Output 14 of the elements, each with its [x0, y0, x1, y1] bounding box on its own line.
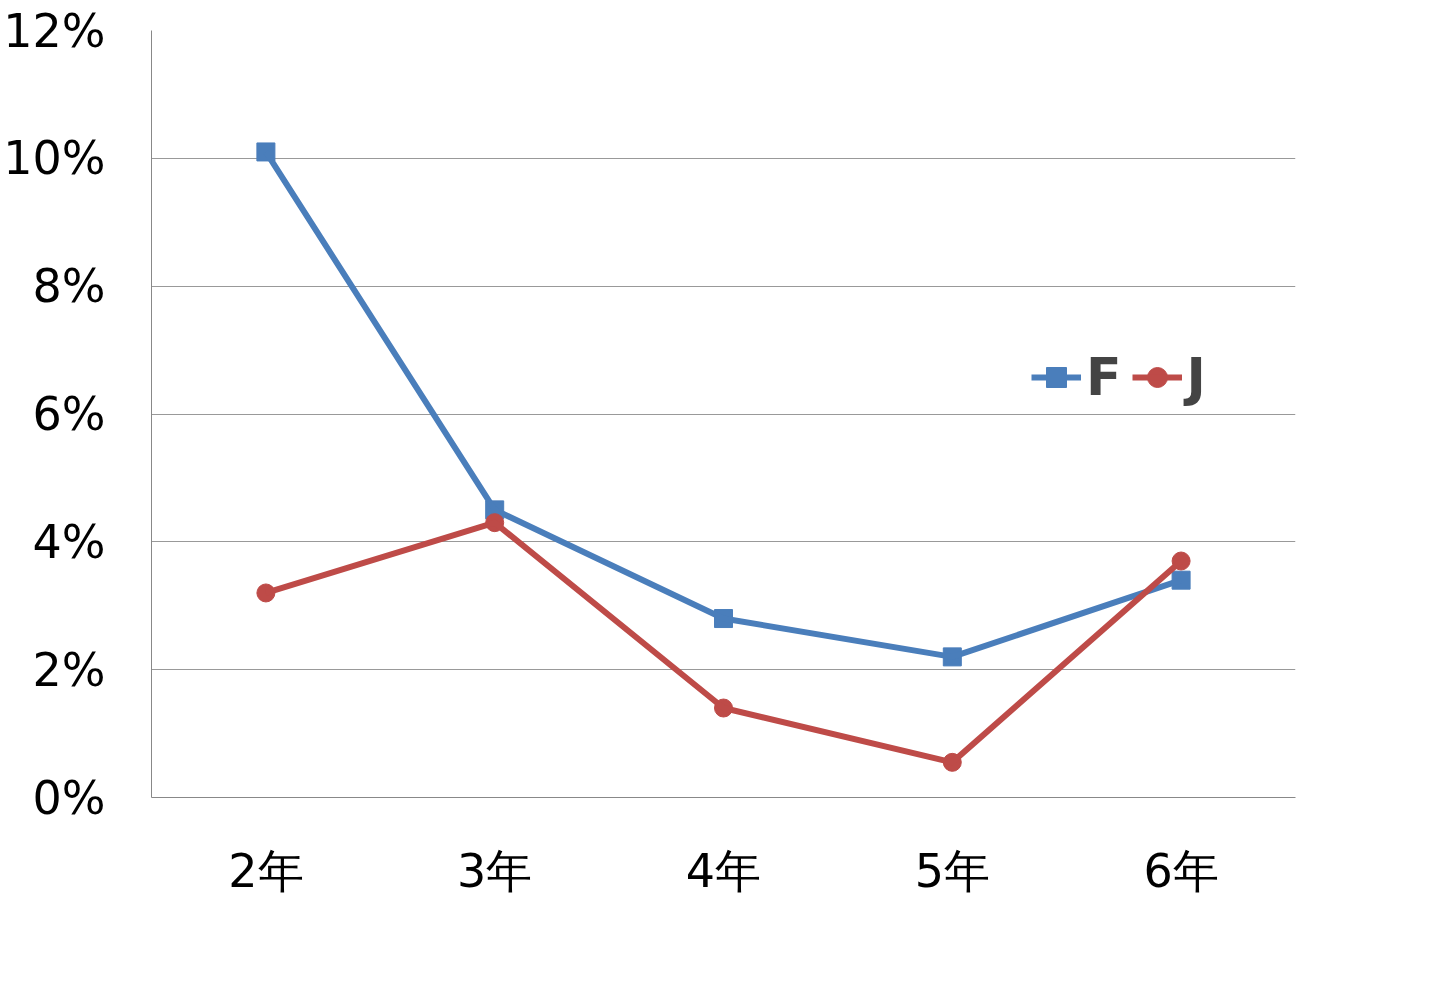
x-tick-label: 5年 — [914, 843, 990, 898]
point — [256, 142, 276, 162]
x-tick-label: 3年 — [457, 843, 533, 898]
x-tick-label: 2年 — [228, 843, 304, 898]
x-tick-label: 6年 — [1143, 843, 1219, 898]
y-tick-label: 2% — [32, 642, 106, 697]
y-tick-label: 8% — [32, 259, 106, 314]
y-tick-label: 10% — [3, 131, 106, 186]
y-tick-label: 4% — [32, 514, 106, 569]
y-tick-label: 0% — [32, 770, 106, 825]
y-tick-label: 6% — [32, 387, 106, 441]
x-tick-label: 4年 — [685, 843, 762, 898]
y-tick-label: 12% — [3, 3, 106, 58]
legend-label: F — [1086, 347, 1122, 407]
